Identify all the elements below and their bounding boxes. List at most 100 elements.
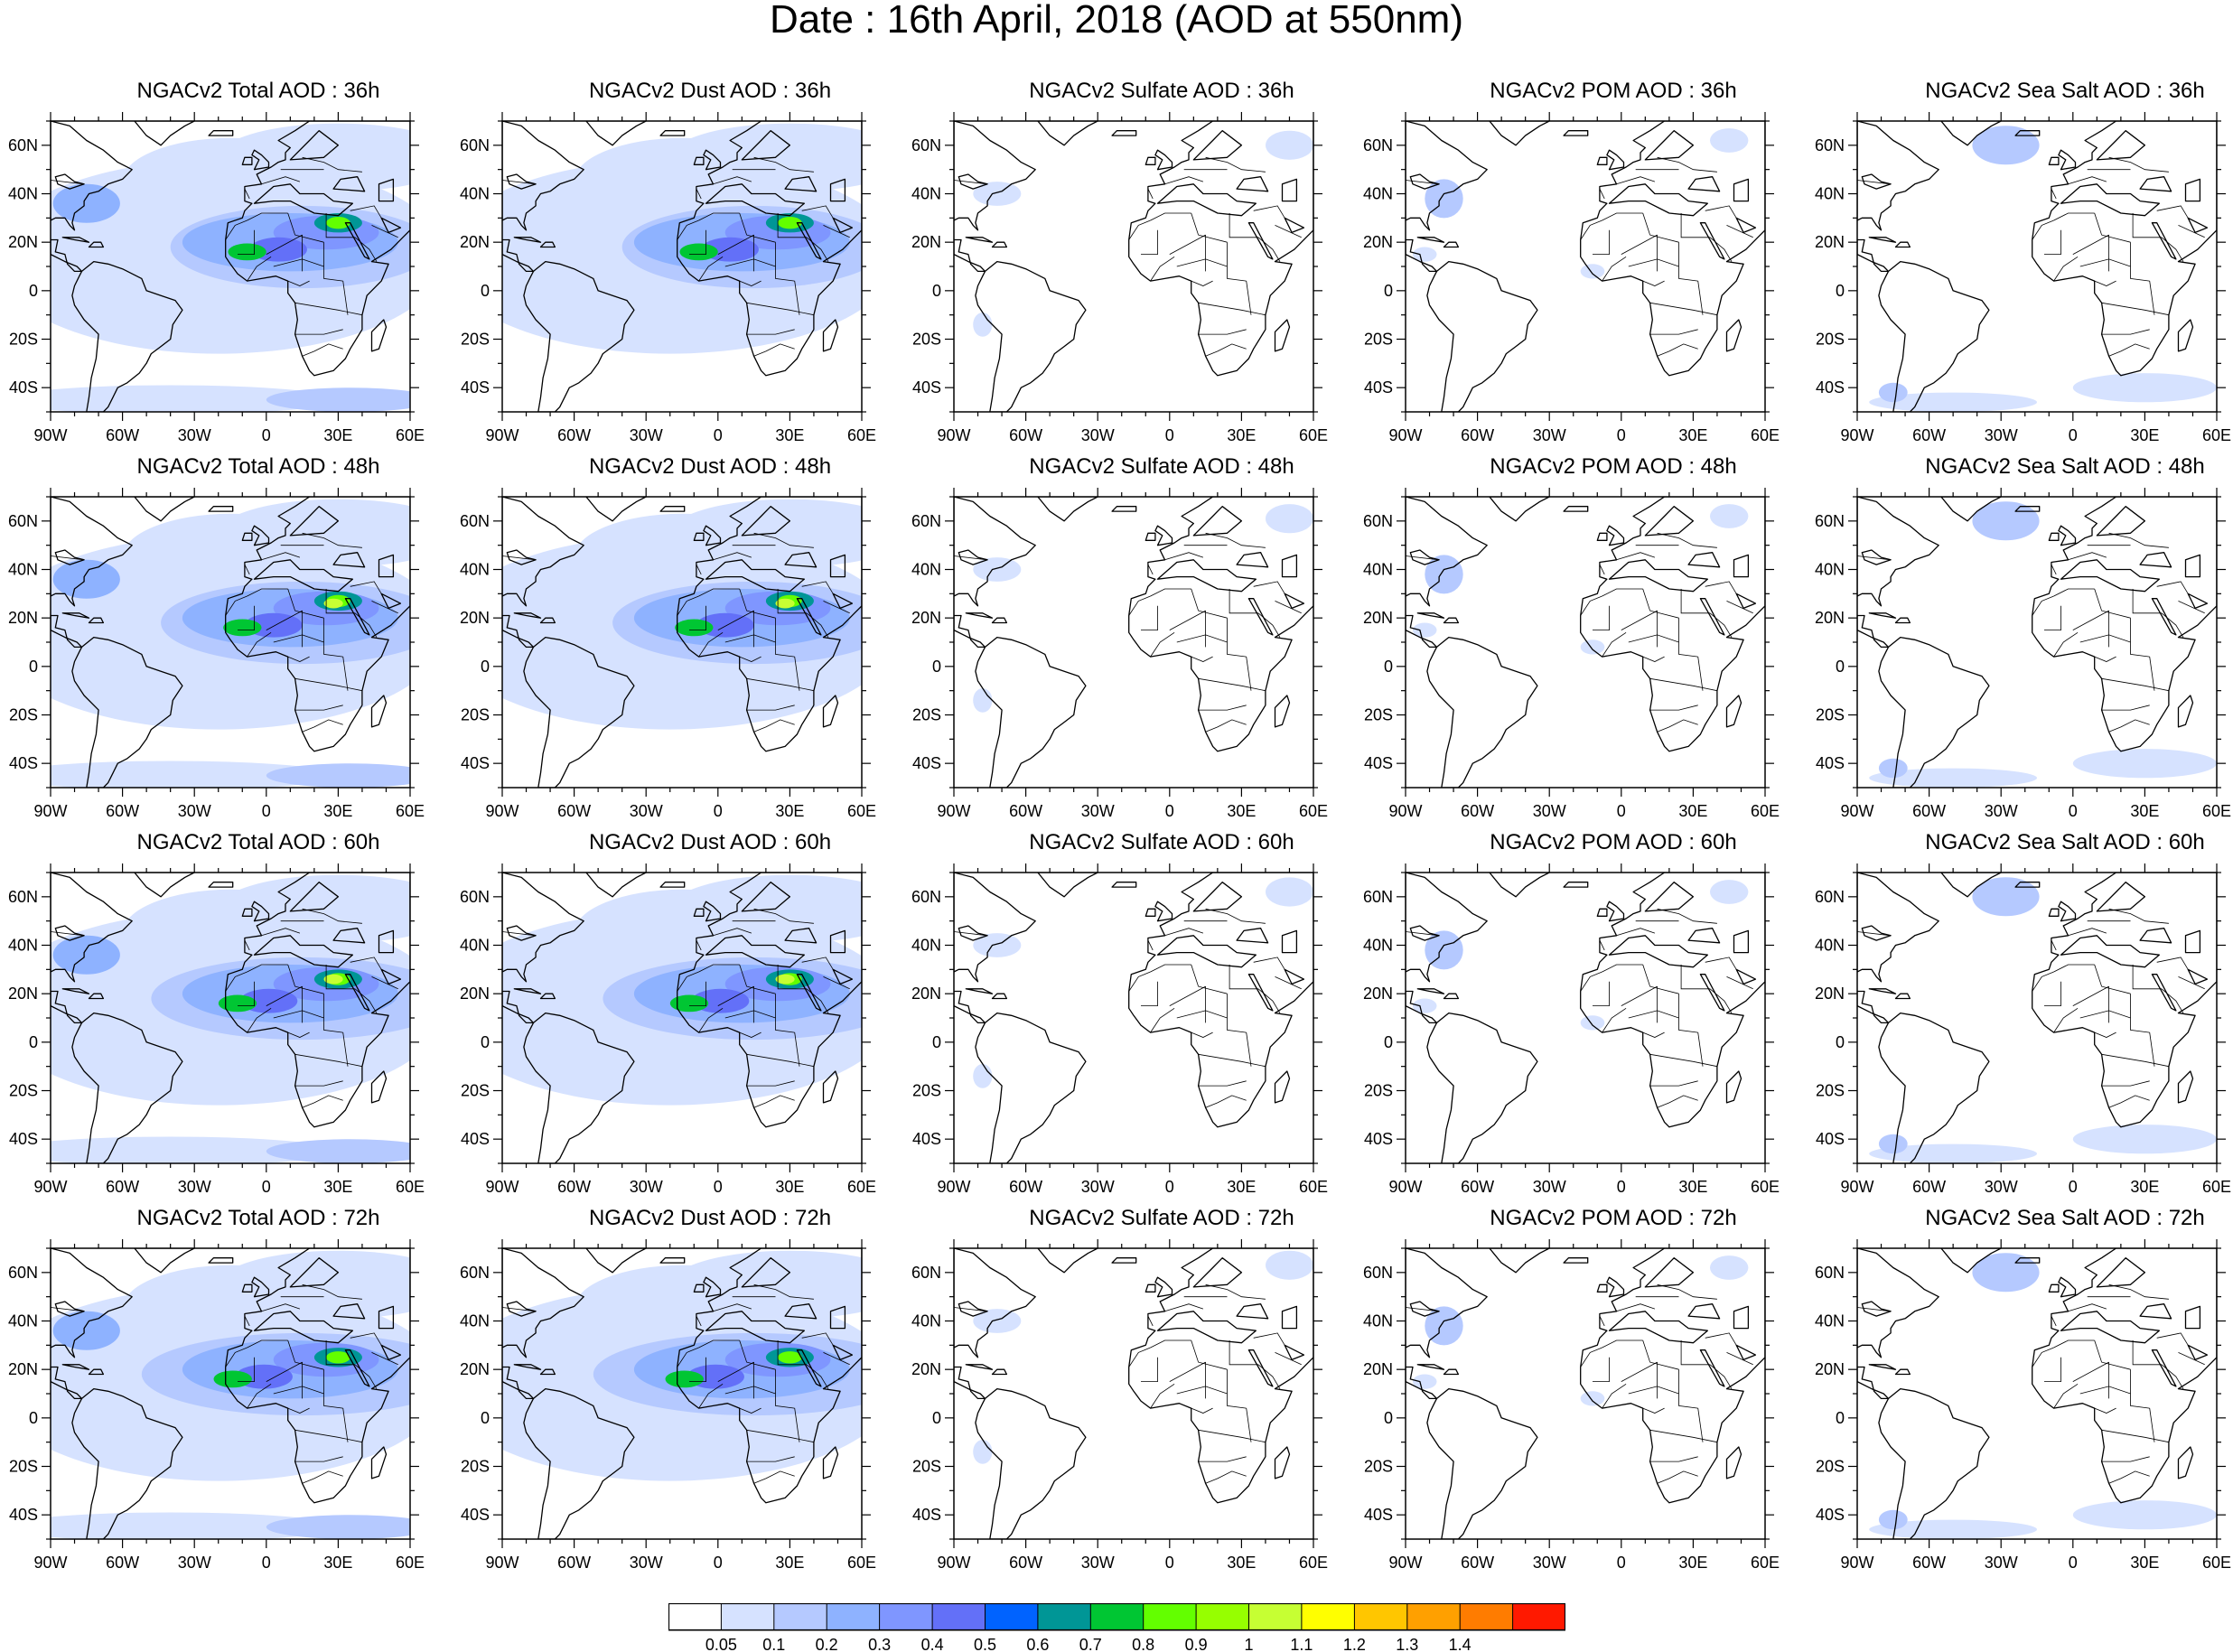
lat-tick-label: 40N (1363, 1312, 1393, 1330)
aod-map: 90W 60W 30W 0 30E 60E 60N 40N 20N 0 20S 40S (1363, 112, 1780, 444)
lon-tick-label: 60E (1299, 1554, 1328, 1572)
lon-tick-label: 30E (1678, 426, 1707, 444)
aod-region (1580, 1015, 1605, 1031)
panel-title: NGACv2 Sea Salt AOD : 72h (1925, 1206, 2205, 1230)
aod-region (2072, 1125, 2217, 1154)
map-panel: NGACv2 Sea Salt AOD : 48h 90W 60W 30W 0 30E 60… (1815, 455, 2231, 836)
colorbar-swatch (773, 1603, 828, 1631)
lon-tick-label: 30W (1081, 1178, 1115, 1196)
lat-tick-label: 40N (1363, 937, 1393, 955)
map-panel: NGACv2 POM AOD : 36h 90W 60W 30W 0 30E 60E 60N 4… (1363, 79, 1780, 461)
lat-tick-label: 20S (9, 706, 38, 724)
coastlines (1857, 873, 2217, 1163)
panel-title: NGACv2 Total AOD : 36h (136, 79, 380, 103)
lat-tick-label: 20N (911, 609, 941, 627)
aod-region (323, 974, 343, 985)
aod-region (973, 313, 993, 337)
aod-map: 90W 60W 30W 0 30E 60E 60N 40N 20N 0 20S 40S (1815, 112, 2231, 444)
colorbar-label: 0.6 (1026, 1636, 1049, 1652)
lat-tick-label: 20S (1364, 1458, 1393, 1476)
aod-region (52, 559, 120, 599)
lon-tick-label: 30W (630, 1178, 663, 1196)
aod-region (1878, 758, 1908, 779)
aod-region (675, 619, 714, 637)
colorbar-swatch (1037, 1603, 1092, 1631)
map-panel: NGACv2 Dust AOD : 60h 90W 60W 30W 0 30E 60E 60N… (460, 831, 876, 1212)
aod-map: 90W 60W 30W 0 30E 60E 60N 40N 20N 0 20S 40S (8, 488, 425, 820)
lat-tick-label: 40S (9, 754, 38, 772)
colorbar-label: 0.05 (705, 1636, 737, 1652)
lon-tick-label: 60E (847, 802, 876, 820)
lon-tick-label: 30E (2130, 1554, 2159, 1572)
country-borders (51, 532, 398, 733)
lat-tick-label: 60N (1363, 1264, 1393, 1282)
aod-region (51, 1512, 339, 1539)
lat-tick-label: 20S (912, 706, 941, 724)
country-borders (502, 908, 850, 1108)
lon-tick-label: 90W (1388, 1554, 1422, 1572)
lon-tick-label: 30W (1081, 426, 1115, 444)
aod-region (1412, 247, 1437, 262)
aod-map: 90W 60W 30W 0 30E 60E 60N 40N 20N 0 20S 40S (911, 488, 1328, 820)
country-borders (954, 1283, 1302, 1484)
coastlines (51, 873, 410, 1163)
lat-tick-label: 40S (1816, 1506, 1845, 1524)
country-borders (1857, 908, 2205, 1108)
map-panel: NGACv2 Total AOD : 60h 90W 60W 30W 0 30E 60E 60… (8, 831, 425, 1212)
colorbar-swatch (931, 1603, 986, 1631)
lat-tick-label: 20N (911, 1360, 941, 1378)
lon-tick-label: 60W (1912, 426, 1946, 444)
country-borders (502, 1283, 850, 1484)
country-borders (1857, 1283, 2205, 1484)
lat-tick-label: 20S (1816, 331, 1845, 349)
lon-tick-label: 60E (1751, 1554, 1780, 1572)
lat-tick-label: 0 (1384, 1409, 1393, 1427)
aod-region (973, 557, 1022, 582)
lat-tick-label: 20S (461, 331, 490, 349)
lat-tick-label: 60N (8, 136, 38, 154)
lon-tick-label: 30W (178, 1554, 211, 1572)
lon-tick-label: 60E (396, 1178, 425, 1196)
aod-region (1869, 768, 2037, 788)
lat-tick-label: 20N (460, 1360, 490, 1378)
coastlines (1406, 873, 1765, 1163)
lon-tick-label: 30E (1227, 1554, 1256, 1572)
panel-title: NGACv2 Total AOD : 60h (136, 830, 380, 854)
lat-tick-label: 0 (932, 1033, 941, 1051)
lat-tick-label: 40S (9, 1506, 38, 1524)
aod-map: 90W 60W 30W 0 30E 60E 60N 40N 20N 0 20S 40S (460, 488, 876, 820)
lat-tick-label: 40N (460, 561, 490, 579)
lon-tick-label: 60W (106, 802, 139, 820)
lon-tick-label: 60W (1461, 1178, 1494, 1196)
lat-tick-label: 0 (1384, 282, 1393, 300)
panel-title: NGACv2 Sea Salt AOD : 36h (1925, 79, 2205, 103)
lon-tick-label: 60E (847, 1554, 876, 1572)
lon-tick-label: 30W (1533, 1554, 1566, 1572)
lon-tick-label: 30E (2130, 802, 2159, 820)
lat-tick-label: 0 (1836, 658, 1845, 676)
aod-map: 90W 60W 30W 0 30E 60E 60N 40N 20N 0 20S 40S (911, 863, 1328, 1196)
aod-region (52, 1311, 120, 1350)
lon-tick-label: 0 (262, 1554, 271, 1572)
lon-tick-label: 30W (1985, 1178, 2018, 1196)
colorbar-swatch (1195, 1603, 1250, 1631)
colorbar-label: 1 (1244, 1636, 1253, 1652)
aod-region (266, 1139, 410, 1163)
lon-tick-label: 90W (33, 1554, 67, 1572)
lat-tick-label: 20S (1364, 706, 1393, 724)
coastlines (502, 121, 862, 412)
lat-tick-label: 60N (460, 1264, 490, 1282)
lon-tick-label: 30W (630, 802, 663, 820)
aod-region (213, 1370, 252, 1388)
lon-tick-label: 60E (1299, 802, 1328, 820)
lat-tick-label: 20N (911, 233, 941, 251)
colorbar-swatch (1512, 1603, 1565, 1631)
lat-tick-label: 60N (911, 1264, 941, 1282)
colorbar-swatch (1301, 1603, 1356, 1631)
lon-tick-label: 0 (1617, 426, 1626, 444)
country-borders (1406, 1283, 1753, 1484)
map-panel: NGACv2 POM AOD : 48h 90W 60W 30W 0 30E 60E 60N 4… (1363, 455, 1780, 836)
map-panel: NGACv2 Dust AOD : 36h 90W 60W 30W 0 30E 60E 60N… (460, 79, 876, 461)
lon-tick-label: 60E (2202, 426, 2231, 444)
aod-map: 90W 60W 30W 0 30E 60E 60N 40N 20N 0 20S 40S (1815, 863, 2231, 1196)
